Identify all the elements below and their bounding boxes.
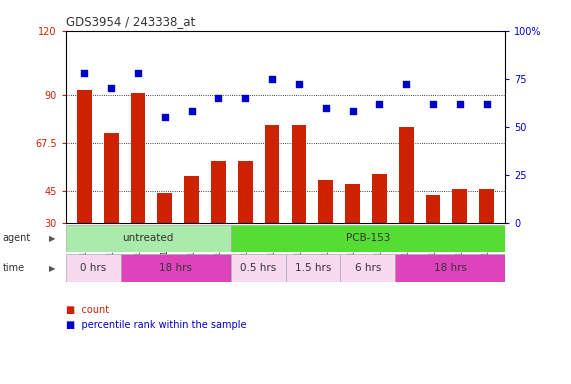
Point	[160, 114, 170, 120]
Point	[214, 95, 223, 101]
Bar	[120, 254, 231, 282]
Text: 18 hrs: 18 hrs	[434, 263, 467, 273]
Text: untreated: untreated	[122, 233, 174, 243]
Point	[241, 95, 250, 101]
Text: 18 hrs: 18 hrs	[159, 263, 192, 273]
Bar	[345, 184, 360, 223]
Bar	[231, 225, 505, 252]
Bar	[104, 133, 119, 223]
Point	[268, 76, 277, 82]
Point	[107, 85, 116, 91]
Bar	[131, 93, 146, 223]
Bar	[340, 254, 395, 282]
Text: GDS3954 / 243338_at: GDS3954 / 243338_at	[66, 15, 195, 28]
Bar	[158, 193, 172, 223]
Bar	[211, 161, 226, 223]
Point	[134, 70, 143, 76]
Point	[428, 101, 437, 107]
Bar	[77, 91, 92, 223]
Bar	[452, 189, 467, 223]
Text: time: time	[3, 263, 25, 273]
Bar	[319, 180, 333, 223]
Text: 0 hrs: 0 hrs	[80, 263, 106, 273]
Bar	[66, 225, 231, 252]
Bar	[399, 127, 413, 223]
Point	[482, 101, 491, 107]
Bar	[184, 176, 199, 223]
Point	[401, 81, 411, 88]
Bar	[425, 195, 440, 223]
Text: agent: agent	[3, 233, 31, 243]
Point	[321, 104, 330, 111]
Bar	[66, 254, 120, 282]
Bar	[372, 174, 387, 223]
Point	[348, 108, 357, 114]
Text: ■  count: ■ count	[66, 305, 109, 315]
Bar	[286, 254, 340, 282]
Point	[375, 101, 384, 107]
Bar	[265, 124, 279, 223]
Text: 6 hrs: 6 hrs	[355, 263, 381, 273]
Bar	[231, 254, 286, 282]
Text: 0.5 hrs: 0.5 hrs	[240, 263, 276, 273]
Point	[80, 70, 89, 76]
Text: ▶: ▶	[49, 263, 55, 273]
Bar	[479, 189, 494, 223]
Point	[187, 108, 196, 114]
Text: PCB-153: PCB-153	[346, 233, 390, 243]
Point	[294, 81, 303, 88]
Text: ■  percentile rank within the sample: ■ percentile rank within the sample	[66, 320, 246, 330]
Text: 1.5 hrs: 1.5 hrs	[295, 263, 331, 273]
Text: ▶: ▶	[49, 234, 55, 243]
Bar	[238, 161, 252, 223]
Bar	[292, 124, 306, 223]
Bar	[395, 254, 505, 282]
Point	[455, 101, 464, 107]
